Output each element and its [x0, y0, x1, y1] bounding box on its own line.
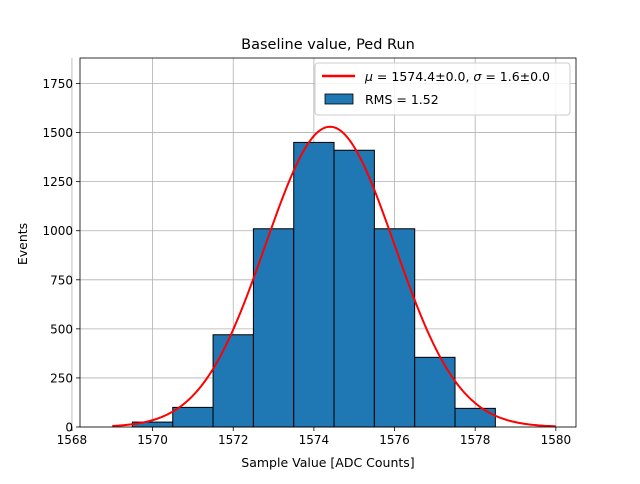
y-tick-label: 250	[50, 371, 73, 385]
y-tick-label: 0	[65, 421, 73, 435]
legend: μ = 1574.4±0.0, σ = 1.6±0.0 RMS = 1.52	[314, 62, 571, 116]
y-axis-ticks: 0 250 500 750 1000 1250 1500 1750	[42, 77, 80, 435]
chart-title: Baseline value, Ped Run	[241, 37, 415, 53]
x-tick-label: 1568	[57, 433, 88, 447]
histogram-bar	[414, 356, 456, 428]
legend-fit-label: μ = 1574.4±0.0, σ = 1.6±0.0	[364, 69, 550, 84]
y-tick-label: 500	[50, 322, 73, 336]
x-tick-label: 1572	[218, 433, 249, 447]
gaussian-fit-line	[112, 125, 556, 428]
x-tick-label: 1570	[137, 433, 168, 447]
legend-histogram-swatch	[324, 93, 354, 105]
x-tick-label: 1574	[299, 433, 330, 447]
x-axis-label: Sample Value [ADC Counts]	[241, 455, 414, 470]
y-tick-label: 1250	[42, 175, 73, 189]
histogram-bar	[333, 149, 375, 428]
histogram-bar	[212, 334, 254, 428]
histogram-bar	[252, 228, 295, 428]
y-tick-label: 1000	[42, 224, 73, 238]
histogram-bar	[293, 141, 335, 428]
histogram-bar	[454, 407, 496, 428]
y-tick-label: 1750	[42, 77, 73, 91]
x-axis-ticks: 1568 1570 1572 1574 1576 1578 1580	[57, 427, 571, 447]
x-tick-label: 1578	[460, 433, 491, 447]
y-tick-label: 1500	[42, 126, 73, 140]
y-tick-label: 750	[50, 273, 73, 287]
x-tick-label: 1576	[379, 433, 410, 447]
histogram-bars	[131, 141, 496, 428]
histogram-bar	[373, 228, 416, 428]
axes-frame	[79, 57, 577, 428]
y-axis-label: Events	[15, 223, 30, 265]
histogram-bar	[172, 406, 214, 428]
plot-area: 1568 1570 1572 1574 1576 1578 1580 0 250 500 750 1…	[42, 57, 577, 447]
legend-histogram-label: RMS = 1.52	[365, 92, 439, 107]
x-tick-label: 1580	[541, 433, 572, 447]
legend-box	[314, 62, 571, 116]
